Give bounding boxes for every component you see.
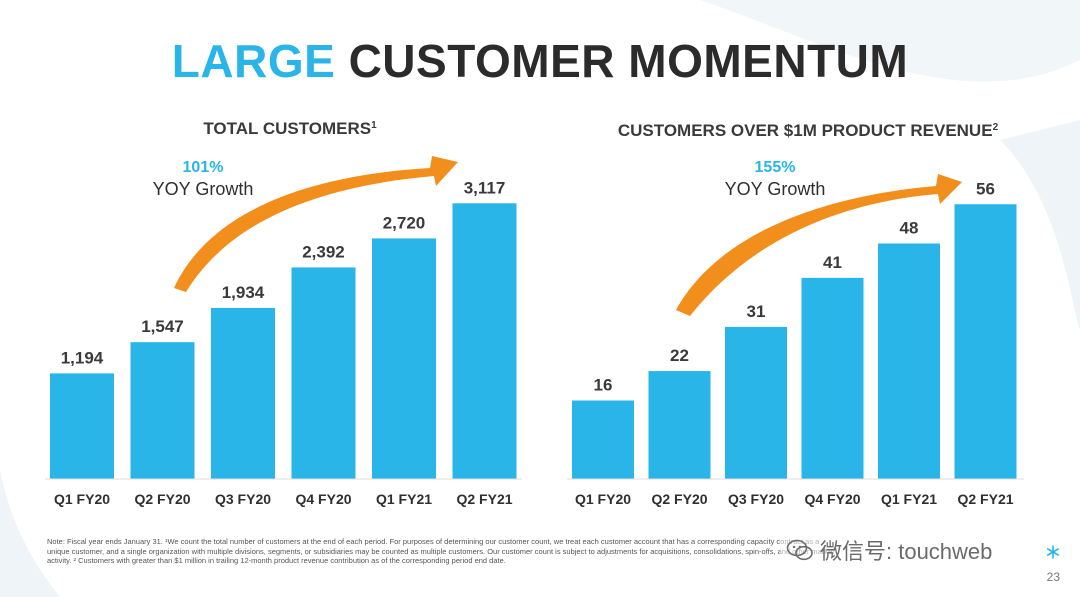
category-label: Q4 FY20 [295, 491, 351, 507]
bar [801, 277, 864, 479]
bar [572, 400, 634, 479]
bar [50, 373, 114, 479]
bar [452, 203, 517, 480]
category-label: Q2 FY20 [134, 491, 190, 507]
growth-percent: 155% [755, 159, 796, 176]
bar [211, 307, 275, 479]
category-label: Q1 FY21 [881, 491, 937, 507]
data-label: 22 [670, 346, 689, 365]
footnote: Note: Fiscal year ends January 31. ¹We c… [47, 537, 835, 565]
bar [130, 342, 195, 479]
data-label: 3,117 [464, 178, 506, 197]
data-label: 48 [900, 219, 919, 238]
chart-title-footnote-mark: 2 [993, 122, 999, 133]
data-label: 16 [594, 376, 613, 395]
category-label: Q2 FY21 [957, 491, 1013, 507]
bar [648, 371, 711, 479]
category-label: Q4 FY20 [804, 491, 860, 507]
chart-title-footnote-mark: 1 [371, 120, 377, 131]
background-swoosh-right-lower [1000, 120, 1080, 330]
data-label: 1,194 [61, 348, 104, 367]
bar-group: 1,194 Q1 FY20 1,547 Q2 FY20 1,934 Q3 FY20 2,39… [50, 178, 517, 507]
growth-arrow [676, 174, 962, 316]
category-label: Q1 FY21 [376, 491, 432, 507]
data-label: 1,934 [222, 283, 265, 302]
slide-title-rest: CUSTOMER MOMENTUM [348, 35, 909, 87]
data-label: 2,720 [383, 213, 426, 232]
data-label: 1,547 [141, 317, 184, 336]
background-swoosh-left [0, 470, 60, 597]
bar [372, 238, 436, 479]
category-label: Q1 FY20 [54, 491, 110, 507]
category-label: Q3 FY20 [215, 491, 271, 507]
chart-title: CUSTOMERS OVER $1M PRODUCT REVENUE2 [618, 121, 999, 140]
chart-title-text: CUSTOMERS OVER $1M PRODUCT REVENUE [618, 121, 993, 140]
growth-percent: 101% [183, 159, 224, 176]
bar [291, 267, 356, 479]
data-label: 56 [976, 179, 995, 198]
category-label: Q1 FY20 [575, 491, 631, 507]
page-number: 23 [1046, 570, 1060, 584]
bar [954, 204, 1017, 479]
wechat-icon [786, 539, 813, 561]
category-label: Q2 FY20 [651, 491, 707, 507]
bar [878, 243, 940, 479]
watermark-text: 微信号: touchweb [820, 539, 993, 564]
growth-label: YOY Growth [725, 179, 826, 199]
growth-label: YOY Growth [153, 179, 254, 199]
slide-title: LARGE CUSTOMER MOMENTUM [0, 34, 1080, 88]
chart-title: TOTAL CUSTOMERS1 [203, 119, 377, 138]
bar-group: 16 Q1 FY20 22 Q2 FY20 31 Q3 FY20 41 Q4 FY20 48 Q1… [572, 179, 1017, 507]
data-label: 31 [747, 302, 766, 321]
category-label: Q2 FY21 [456, 491, 512, 507]
background-swoosh-right [700, 0, 1080, 82]
snowflake-logo-icon [1046, 545, 1059, 559]
data-label: 41 [823, 253, 842, 272]
slide-title-accent: LARGE [171, 35, 336, 87]
category-label: Q3 FY20 [728, 491, 784, 507]
growth-arrow [174, 156, 458, 292]
data-label: 2,392 [302, 242, 345, 261]
chart-title-text: TOTAL CUSTOMERS [203, 119, 371, 138]
bar [725, 326, 787, 479]
watermark: 微信号: touchweb [780, 532, 999, 568]
